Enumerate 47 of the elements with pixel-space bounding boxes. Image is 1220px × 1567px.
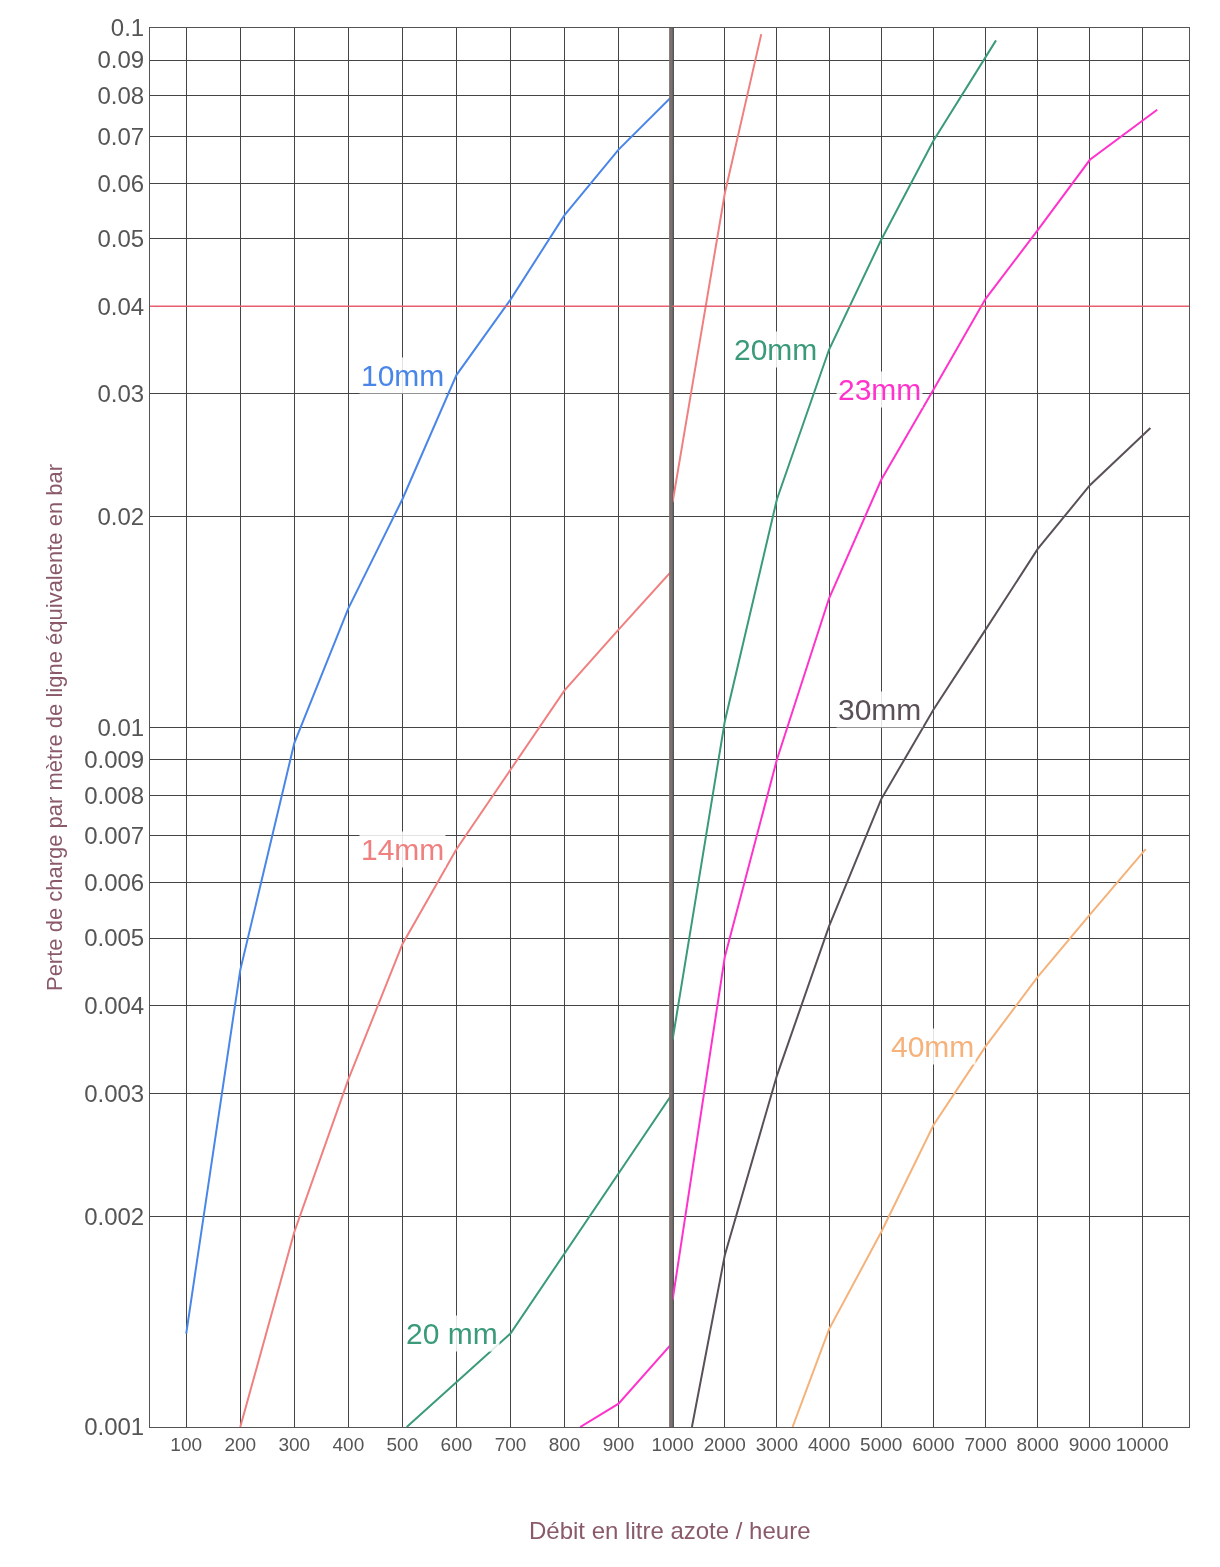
y-tick-label: 0.004 [84, 992, 145, 1020]
x-tick-label: 8000 [1016, 1433, 1059, 1455]
y-axis-title: Perte de charge par mètre de ligne équivalente en bar [41, 463, 67, 992]
x-tick-label: 800 [548, 1433, 581, 1455]
y-tick-label: 0.009 [84, 745, 145, 773]
x-tick-label: 3000 [755, 1433, 799, 1455]
y-tick-label: 0.01 [97, 713, 145, 741]
y-tick-label: 0.02 [97, 503, 145, 531]
series-label: 14mm [361, 833, 445, 866]
y-tick-label: 0.05 [97, 224, 145, 252]
y-tick-label: 0.006 [84, 869, 145, 897]
series-label: 23mm [838, 373, 922, 406]
y-tick-label: 0.003 [84, 1079, 145, 1107]
y-tick-label: 0.005 [84, 924, 145, 952]
x-tick-label: 5000 [860, 1433, 903, 1455]
y-tick-label: 0.04 [97, 292, 145, 320]
series-label: 20mm [734, 333, 818, 366]
y-tick-label: 0.08 [97, 82, 145, 110]
y-tick-label: 0.1 [110, 14, 145, 42]
y-tick-label: 0.06 [97, 169, 145, 197]
y-tick-label: 0.001 [84, 1413, 145, 1441]
x-tick-label: 9000 [1068, 1433, 1112, 1455]
x-axis-title: Débit en litre azote / heure [529, 1517, 811, 1544]
x-tick-label: 100 [170, 1433, 203, 1455]
x-tick-label: 4000 [807, 1433, 851, 1455]
x-tick-label: 900 [602, 1433, 635, 1455]
y-tick-label: 0.008 [84, 781, 145, 809]
x-tick-label: 200 [224, 1433, 257, 1455]
y-tick-label: 0.07 [97, 122, 145, 150]
x-tick-label: 10000 [1115, 1433, 1169, 1455]
y-tick-label: 0.03 [97, 380, 145, 408]
x-tick-label: 600 [440, 1433, 473, 1455]
x-tick-label: 300 [278, 1433, 311, 1455]
series-label: 40mm [891, 1030, 975, 1063]
series-label: 10mm [361, 359, 445, 392]
y-tick-label: 0.09 [97, 46, 145, 74]
x-tick-label: 6000 [912, 1433, 955, 1455]
x-tick-label: 1000 [651, 1433, 694, 1455]
x-tick-label: 500 [386, 1433, 419, 1455]
series-label: 20 mm [406, 1317, 498, 1350]
y-tick-label: 0.007 [84, 822, 145, 850]
y-tick-label: 0.002 [84, 1202, 145, 1230]
series-label: 30mm [838, 693, 922, 726]
x-tick-label: 7000 [964, 1433, 1007, 1455]
x-tick-label: 700 [494, 1433, 527, 1455]
x-tick-label: 2000 [703, 1433, 746, 1455]
x-tick-label: 400 [332, 1433, 365, 1455]
